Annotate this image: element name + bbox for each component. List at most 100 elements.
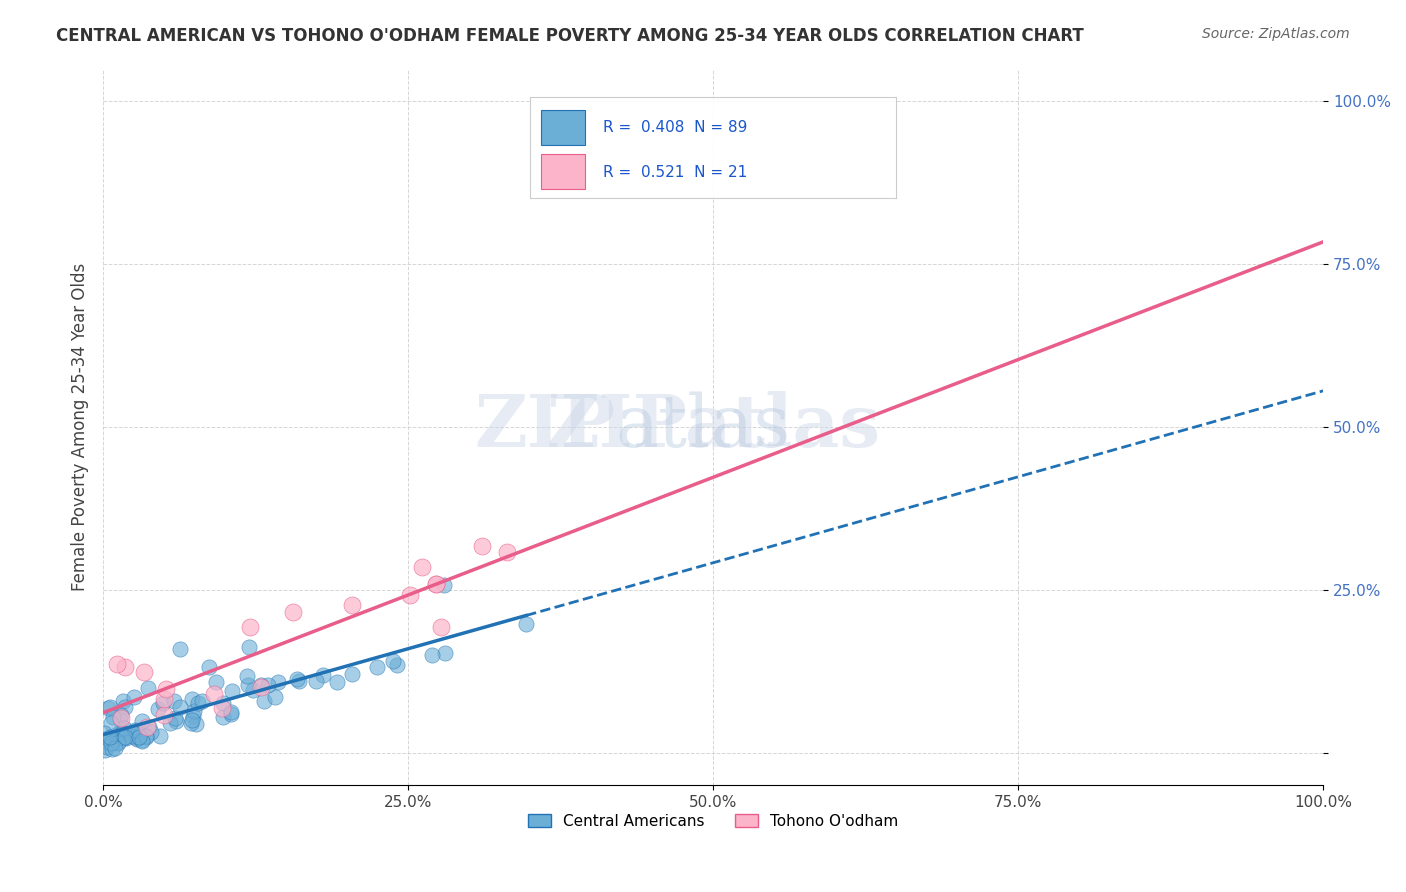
Tohono O'odham: [152, 691, 174, 706]
Central Americans: [128, 724, 150, 739]
Tohono O'odham: [425, 577, 447, 591]
Central Americans: [128, 727, 150, 741]
Central Americans: [111, 726, 134, 740]
Tohono O'odham: [425, 576, 447, 591]
Central Americans: [110, 708, 132, 723]
Central Americans: [219, 705, 242, 719]
Central Americans: [138, 720, 160, 734]
Tohono O'odham: [202, 687, 225, 701]
Central Americans: [97, 731, 120, 745]
Central Americans: [212, 696, 235, 710]
Central Americans: [250, 678, 273, 692]
Central Americans: [108, 712, 131, 726]
Central Americans: [131, 714, 153, 729]
Central Americans: [382, 654, 405, 668]
Legend: Central Americans, Tohono O'odham: Central Americans, Tohono O'odham: [522, 807, 904, 835]
Central Americans: [264, 690, 287, 705]
Tohono O'odham: [107, 657, 129, 671]
Central Americans: [288, 674, 311, 689]
Text: ZIP: ZIP: [475, 392, 616, 462]
Central Americans: [181, 708, 204, 723]
Central Americans: [148, 702, 170, 716]
Central Americans: [94, 743, 117, 757]
Central Americans: [433, 577, 456, 591]
Central Americans: [135, 730, 157, 744]
Central Americans: [121, 729, 143, 743]
Central Americans: [169, 641, 191, 656]
Central Americans: [187, 696, 209, 710]
Central Americans: [125, 732, 148, 747]
Central Americans: [107, 736, 129, 750]
Central Americans: [253, 694, 276, 708]
Central Americans: [183, 704, 205, 718]
Tohono O'odham: [496, 544, 519, 558]
Central Americans: [366, 660, 388, 674]
Central Americans: [93, 726, 115, 740]
Central Americans: [257, 678, 280, 692]
Central Americans: [96, 739, 118, 754]
Central Americans: [112, 721, 135, 735]
Tohono O'odham: [340, 598, 363, 612]
Central Americans: [242, 682, 264, 697]
Central Americans: [181, 692, 204, 706]
Central Americans: [434, 646, 457, 660]
Tohono O'odham: [430, 620, 453, 634]
Central Americans: [515, 617, 537, 632]
Central Americans: [131, 733, 153, 747]
Central Americans: [100, 736, 122, 750]
Tohono O'odham: [239, 619, 262, 633]
Text: CENTRAL AMERICAN VS TOHONO O'ODHAM FEMALE POVERTY AMONG 25-34 YEAR OLDS CORRELAT: CENTRAL AMERICAN VS TOHONO O'ODHAM FEMAL…: [56, 27, 1084, 45]
Central Americans: [111, 694, 134, 708]
Central Americans: [104, 728, 127, 742]
Tohono O'odham: [155, 681, 177, 696]
Central Americans: [115, 731, 138, 746]
Central Americans: [122, 690, 145, 705]
Central Americans: [221, 684, 243, 698]
Tohono O'odham: [399, 588, 422, 602]
Central Americans: [98, 731, 121, 745]
Central Americans: [100, 715, 122, 730]
Central Americans: [163, 710, 186, 724]
Central Americans: [238, 640, 260, 654]
Central Americans: [136, 681, 159, 696]
Central Americans: [149, 729, 172, 743]
Central Americans: [114, 731, 136, 745]
Central Americans: [141, 725, 163, 739]
Central Americans: [128, 730, 150, 744]
Tohono O'odham: [471, 539, 494, 553]
Central Americans: [266, 675, 288, 690]
Central Americans: [169, 699, 191, 714]
Central Americans: [420, 648, 443, 662]
Central Americans: [101, 742, 124, 756]
Tohono O'odham: [110, 711, 132, 725]
Central Americans: [340, 666, 363, 681]
Central Americans: [128, 730, 150, 744]
Central Americans: [97, 701, 120, 715]
Central Americans: [165, 714, 187, 729]
Central Americans: [285, 672, 308, 686]
Central Americans: [236, 669, 259, 683]
Tohono O'odham: [281, 605, 304, 619]
Text: ZIPatlas: ZIPatlas: [546, 392, 880, 462]
Tohono O'odham: [211, 700, 233, 714]
Central Americans: [162, 693, 184, 707]
Central Americans: [124, 723, 146, 738]
Tohono O'odham: [132, 665, 155, 679]
Central Americans: [159, 715, 181, 730]
Central Americans: [219, 706, 242, 721]
Tohono O'odham: [153, 707, 176, 722]
Central Americans: [236, 678, 259, 692]
Tohono O'odham: [114, 660, 136, 674]
Central Americans: [385, 657, 408, 672]
Central Americans: [191, 694, 214, 708]
Central Americans: [104, 741, 127, 756]
Central Americans: [181, 713, 204, 727]
Tohono O'odham: [135, 720, 157, 734]
Central Americans: [98, 700, 121, 714]
Central Americans: [125, 731, 148, 745]
Central Americans: [204, 674, 226, 689]
Central Americans: [312, 668, 335, 682]
Central Americans: [198, 659, 221, 673]
Central Americans: [107, 734, 129, 748]
Central Americans: [180, 716, 202, 731]
